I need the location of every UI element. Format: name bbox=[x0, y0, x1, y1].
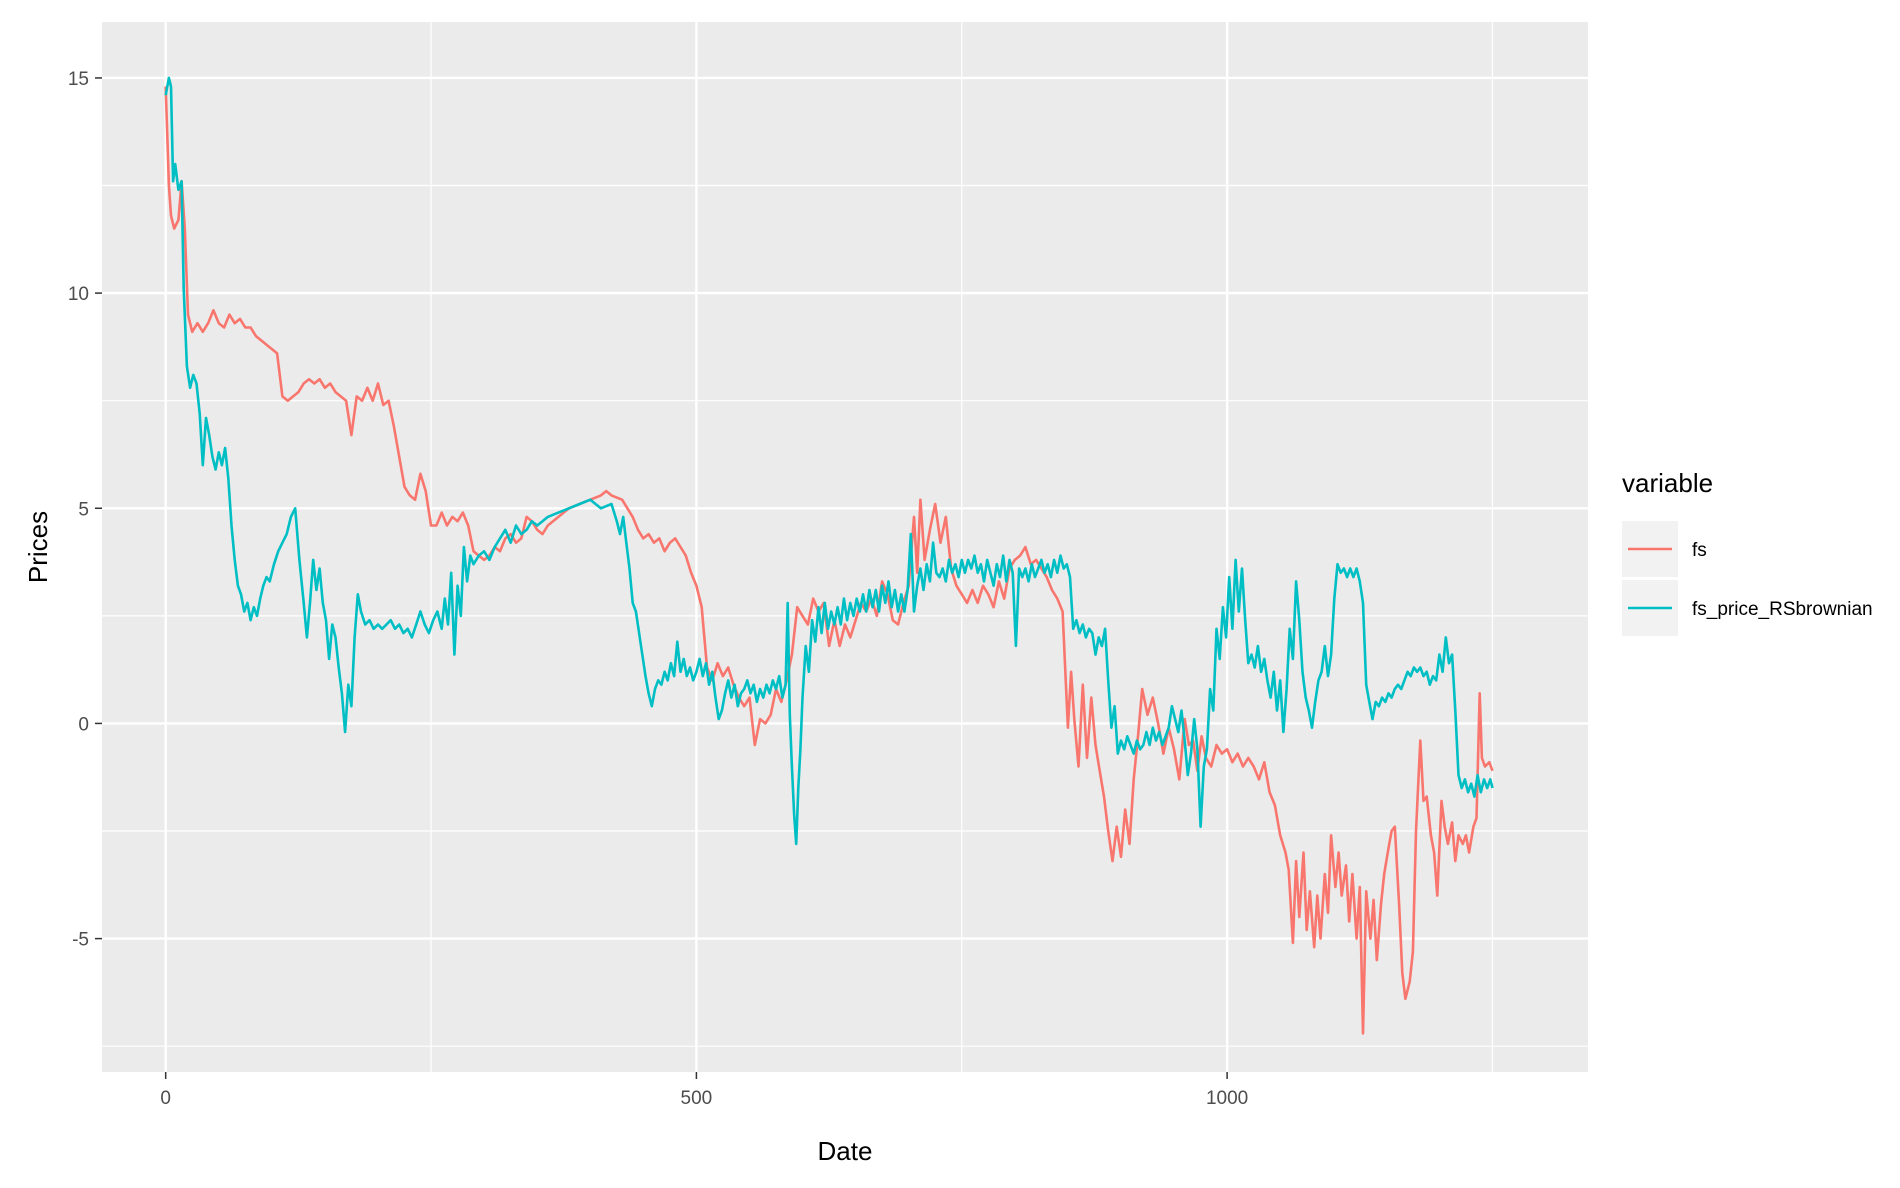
legend: variable fs fs_price_RSbrownian bbox=[1622, 468, 1873, 636]
y-tick-label: 0 bbox=[78, 714, 89, 735]
y-tick-label: 10 bbox=[68, 284, 89, 305]
y-axis: -5 0 5 10 15 bbox=[68, 69, 102, 951]
series-line-fs_price_RSbrownian bbox=[164, 76, 1494, 846]
y-tick-label: 15 bbox=[68, 69, 89, 90]
legend-title: variable bbox=[1622, 468, 1713, 498]
panel-background bbox=[102, 22, 1588, 1072]
x-tick-label: 500 bbox=[681, 1088, 713, 1109]
legend-label: fs bbox=[1692, 540, 1707, 561]
x-tick-label: 1000 bbox=[1206, 1088, 1248, 1109]
y-axis-title: Prices bbox=[23, 511, 53, 583]
legend-label: fs_price_RSbrownian bbox=[1692, 599, 1873, 620]
x-axis: 0 500 1000 bbox=[160, 1072, 1248, 1109]
x-tick-label: 0 bbox=[160, 1088, 171, 1109]
x-axis-title: Date bbox=[818, 1136, 873, 1166]
y-tick-label: -5 bbox=[72, 930, 89, 951]
y-tick-label: 5 bbox=[78, 499, 89, 520]
plot-panel bbox=[102, 22, 1588, 1072]
